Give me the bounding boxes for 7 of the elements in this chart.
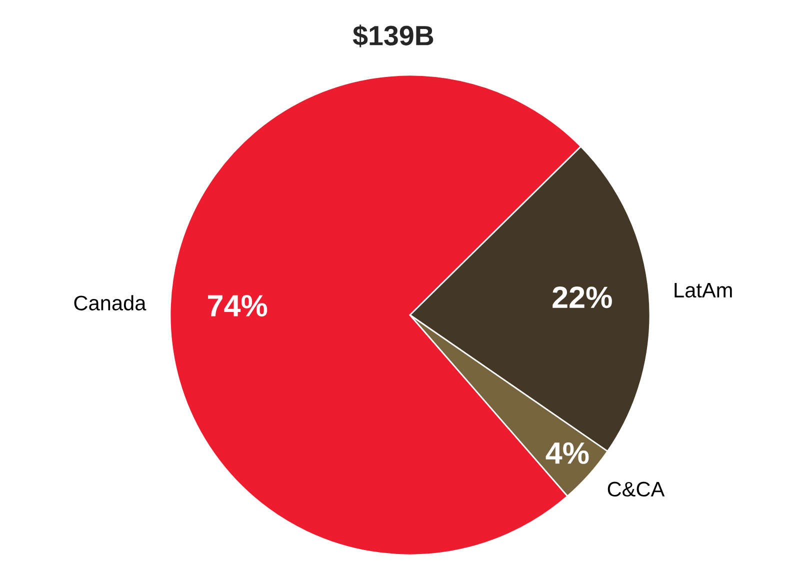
slice-label: C&CA [608,482,665,497]
chart-title: $139B [352,24,434,48]
data-label: 74% [208,295,268,317]
data-label: 22% [552,286,612,308]
slice-label: Canada [74,295,146,310]
slice-label: LatAm [674,283,732,298]
data-label: 4% [546,442,589,464]
